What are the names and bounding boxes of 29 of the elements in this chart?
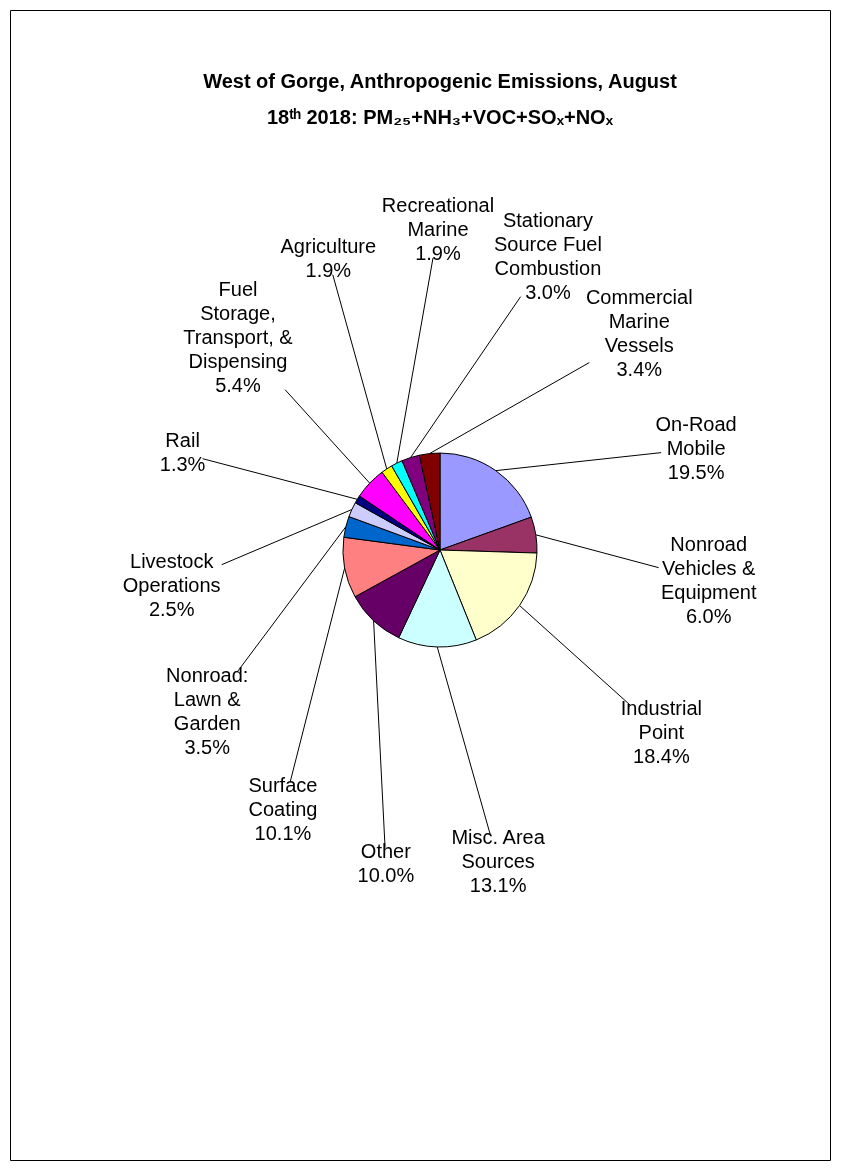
- data-label: 5.4%: [215, 373, 261, 396]
- slice-label: Livestock Operations: [122, 549, 221, 596]
- slice-label: Stationary Source Fuel Combustion: [494, 208, 602, 279]
- data-label: 18.4%: [633, 745, 690, 768]
- data-label: 6.0%: [685, 605, 732, 628]
- slice-label: Recreational Marine: [381, 194, 495, 241]
- slice-label: Rail: [165, 429, 200, 452]
- data-label: 19.5%: [667, 460, 725, 483]
- slice-label: Surface Coating: [248, 774, 318, 821]
- data-label: 13.1%: [469, 874, 527, 897]
- data-label: 10.0%: [357, 863, 415, 886]
- slice-label: Agriculture: [280, 234, 377, 257]
- slice-label: On-Road Mobile: [655, 412, 737, 459]
- slice-label: Nonroad: Lawn & Garden: [166, 664, 249, 735]
- slice-label: Industrial Point: [620, 697, 702, 744]
- data-label: 1.9%: [415, 242, 461, 265]
- chart-title: West of Gorge, Anthropogenic Emissions, August 18ᵗʰ 2018: PM₂₅+NH₃+VOC+SOₓ+NOₓ: [203, 70, 678, 128]
- data-label: 1.3%: [159, 453, 206, 476]
- slice-label: Commercial Marine Vessels: [585, 286, 693, 357]
- data-label: 3.4%: [616, 358, 663, 381]
- slice-label: Misc. Area Sources: [451, 826, 546, 873]
- data-label: 1.9%: [305, 258, 352, 281]
- data-label: 10.1%: [254, 822, 312, 845]
- slice-label: Fuel Storage, Transport, & Dispensing: [183, 277, 294, 372]
- data-label: 2.5%: [148, 597, 195, 620]
- slice-label: Other: [360, 839, 412, 862]
- slice-label: Nonroad Vehicles & Equipment: [660, 533, 757, 604]
- data-label: 3.5%: [184, 736, 231, 759]
- data-label: 3.0%: [525, 280, 571, 303]
